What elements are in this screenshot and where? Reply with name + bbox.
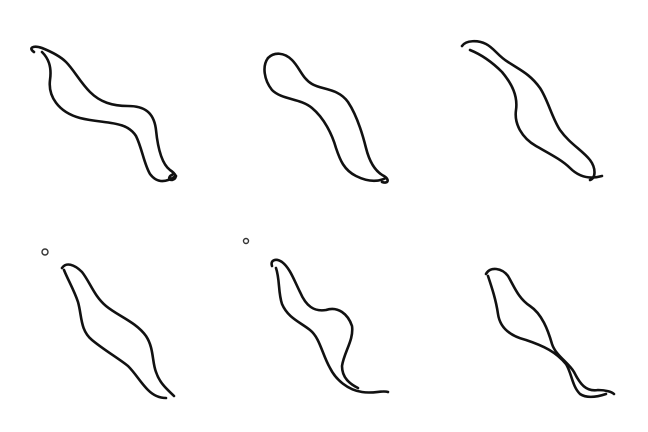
river-sketch-1 (30, 45, 178, 183)
river-sketch-2 (263, 52, 389, 184)
river-sketch-5 (242, 237, 390, 394)
circle-marker-icon (242, 237, 250, 245)
river-sketch-3 (460, 39, 604, 182)
river-sketch-4 (41, 248, 176, 400)
river-sketch-6 (484, 267, 616, 399)
circle-marker-icon (41, 248, 49, 256)
